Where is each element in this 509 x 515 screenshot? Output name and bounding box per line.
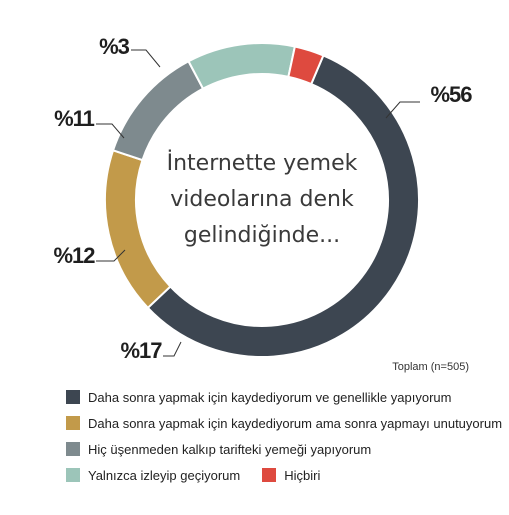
percent-label-1: %56 <box>430 82 472 107</box>
legend-label-1: Daha sonra yapmak için kaydediyorum ve g… <box>88 389 452 405</box>
leader-line-4 <box>96 123 125 139</box>
slice-11-4 <box>187 42 297 91</box>
legend: Daha sonra yapmak için kaydediyorum ve g… <box>66 384 502 488</box>
legend-swatch-4 <box>66 468 80 482</box>
percent-label-5: %3 <box>99 34 130 59</box>
legend-row-4: Yalnızca izleyip geçiyorum Hiçbiri <box>66 462 496 488</box>
legend-row-3: Hiç üşenmeden kalkıp tarifteki yemeği ya… <box>66 436 496 462</box>
legend-swatch-3 <box>66 442 80 456</box>
percent-labels: %56 %17 %12 %11 %3 <box>53 34 473 363</box>
donut-slices <box>104 42 420 358</box>
legend-label-5: Hiçbiri <box>284 467 321 483</box>
center-caption: İnternette yemek videolarına denk gelind… <box>167 150 358 248</box>
center-text-line-3: gelindiğinde... <box>184 223 340 248</box>
slice-3-5 <box>287 45 325 86</box>
leader-lines <box>96 49 420 357</box>
slice-12-3 <box>111 59 205 162</box>
slice-56-1 <box>146 54 420 358</box>
center-text-line-2: videolarına denk <box>170 187 354 212</box>
legend-label-3: Hiç üşenmeden kalkıp tarifteki yemeği ya… <box>88 441 372 457</box>
percent-label-4: %11 <box>54 106 95 131</box>
legend-swatch-5 <box>262 468 277 482</box>
leader-line-1 <box>385 101 420 119</box>
percent-label-2: %17 <box>120 338 162 363</box>
legend-swatch-1 <box>66 390 80 404</box>
center-text-line-1: İnternette yemek <box>167 150 358 176</box>
legend-row-1: Daha sonra yapmak için kaydediyorum ve g… <box>66 384 496 410</box>
legend-swatch-2 <box>66 416 80 430</box>
legend-item-5: Hiçbiri <box>262 468 320 483</box>
legend-item-3: Hiç üşenmeden kalkıp tarifteki yemeği ya… <box>66 442 371 457</box>
total-label: Toplam (n=505) <box>392 361 469 373</box>
donut-chart: %56 %17 %12 %11 %3 İnternette yemek videolar… <box>53 34 473 373</box>
percent-label-3: %12 <box>53 243 95 268</box>
leader-line-2 <box>163 341 182 357</box>
legend-row-2: Daha sonra yapmak için kaydediyorum ama … <box>66 410 502 436</box>
legend-item-2: Daha sonra yapmak için kaydediyorum ama … <box>66 416 502 431</box>
legend-label-2: Daha sonra yapmak için kaydediyorum ama … <box>88 415 503 431</box>
legend-item-4: Yalnızca izleyip geçiyorum <box>66 468 240 483</box>
legend-label-4: Yalnızca izleyip geçiyorum <box>88 467 241 483</box>
legend-item-1: Daha sonra yapmak için kaydediyorum ve g… <box>66 390 451 405</box>
leader-line-3 <box>96 249 126 262</box>
leader-line-5 <box>131 49 161 68</box>
slice-17-2 <box>104 149 172 310</box>
